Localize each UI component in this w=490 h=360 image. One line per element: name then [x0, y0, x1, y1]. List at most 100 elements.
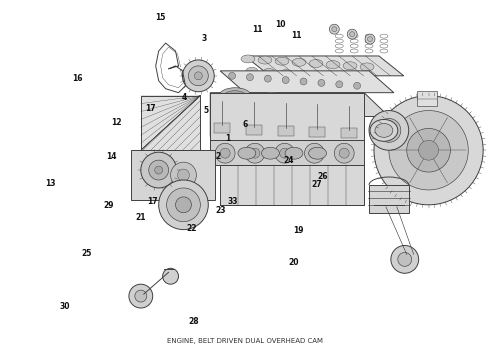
Text: 15: 15: [155, 13, 165, 22]
Circle shape: [155, 166, 163, 174]
Circle shape: [305, 143, 324, 163]
Polygon shape: [220, 71, 394, 93]
Ellipse shape: [360, 63, 374, 71]
Circle shape: [334, 143, 354, 163]
Polygon shape: [369, 185, 409, 213]
Polygon shape: [210, 93, 364, 140]
Circle shape: [389, 111, 468, 190]
Text: 13: 13: [45, 179, 56, 188]
Text: 24: 24: [284, 156, 294, 165]
Circle shape: [374, 96, 483, 205]
Text: 17: 17: [147, 197, 158, 206]
Ellipse shape: [241, 55, 255, 63]
Text: 3: 3: [201, 35, 206, 44]
Circle shape: [336, 81, 343, 88]
Circle shape: [318, 80, 325, 86]
Circle shape: [275, 143, 294, 163]
Circle shape: [220, 148, 230, 158]
Text: 23: 23: [216, 206, 226, 215]
Ellipse shape: [309, 59, 323, 67]
Text: 21: 21: [135, 213, 146, 222]
Ellipse shape: [263, 68, 275, 76]
Circle shape: [177, 169, 190, 181]
Ellipse shape: [224, 91, 246, 100]
Circle shape: [398, 252, 412, 266]
Bar: [310, 127, 325, 137]
Circle shape: [163, 268, 178, 284]
Polygon shape: [131, 150, 215, 200]
Bar: [278, 126, 294, 136]
Ellipse shape: [314, 72, 326, 79]
Bar: [341, 129, 357, 138]
Ellipse shape: [292, 58, 306, 66]
Ellipse shape: [219, 88, 251, 104]
Circle shape: [365, 34, 375, 44]
Circle shape: [195, 72, 202, 80]
Circle shape: [347, 29, 357, 39]
Circle shape: [369, 111, 409, 150]
Text: 6: 6: [243, 120, 247, 129]
Ellipse shape: [326, 60, 340, 69]
Ellipse shape: [238, 147, 256, 159]
Bar: [214, 123, 230, 133]
Circle shape: [229, 72, 236, 79]
Ellipse shape: [328, 102, 360, 117]
Polygon shape: [220, 165, 364, 205]
Circle shape: [339, 148, 349, 158]
Text: 10: 10: [275, 20, 285, 29]
Text: 20: 20: [289, 258, 299, 267]
Circle shape: [391, 246, 418, 273]
Circle shape: [159, 180, 208, 230]
Ellipse shape: [258, 56, 272, 64]
Text: 1: 1: [225, 134, 231, 143]
Ellipse shape: [256, 93, 287, 108]
Circle shape: [182, 60, 214, 92]
Circle shape: [141, 152, 176, 188]
Circle shape: [282, 77, 289, 84]
Circle shape: [171, 162, 196, 188]
Ellipse shape: [297, 71, 309, 78]
Circle shape: [350, 32, 355, 37]
Circle shape: [418, 140, 439, 160]
Ellipse shape: [246, 67, 258, 74]
Text: 14: 14: [106, 152, 117, 161]
Text: 30: 30: [60, 302, 71, 311]
Circle shape: [407, 129, 450, 172]
Circle shape: [329, 24, 339, 34]
Text: ENGINE, BELT DRIVEN DUAL OVERHEAD CAM: ENGINE, BELT DRIVEN DUAL OVERHEAD CAM: [167, 338, 323, 344]
Text: 22: 22: [186, 224, 197, 233]
Circle shape: [129, 284, 153, 308]
Bar: [416, 91, 437, 105]
Circle shape: [246, 74, 253, 81]
Circle shape: [250, 148, 260, 158]
Circle shape: [189, 66, 208, 86]
Polygon shape: [210, 93, 389, 117]
Text: 16: 16: [72, 74, 82, 83]
Circle shape: [264, 75, 271, 82]
Text: 2: 2: [216, 152, 221, 161]
Polygon shape: [245, 56, 404, 76]
Ellipse shape: [262, 147, 279, 159]
Ellipse shape: [331, 73, 343, 80]
Polygon shape: [141, 96, 200, 150]
Ellipse shape: [375, 123, 393, 137]
Ellipse shape: [348, 74, 360, 81]
Ellipse shape: [285, 147, 303, 159]
Ellipse shape: [333, 105, 355, 114]
Circle shape: [368, 37, 372, 41]
Circle shape: [245, 143, 265, 163]
Circle shape: [300, 78, 307, 85]
Text: 11: 11: [252, 26, 263, 35]
Circle shape: [332, 27, 337, 32]
Circle shape: [175, 197, 192, 213]
Text: 28: 28: [189, 316, 199, 325]
Ellipse shape: [280, 69, 292, 77]
Ellipse shape: [365, 75, 377, 82]
Ellipse shape: [275, 57, 289, 65]
Text: 5: 5: [203, 106, 209, 115]
Polygon shape: [210, 93, 235, 160]
Polygon shape: [210, 140, 364, 165]
Bar: [246, 125, 262, 135]
Circle shape: [354, 82, 361, 89]
Text: 25: 25: [82, 249, 92, 258]
